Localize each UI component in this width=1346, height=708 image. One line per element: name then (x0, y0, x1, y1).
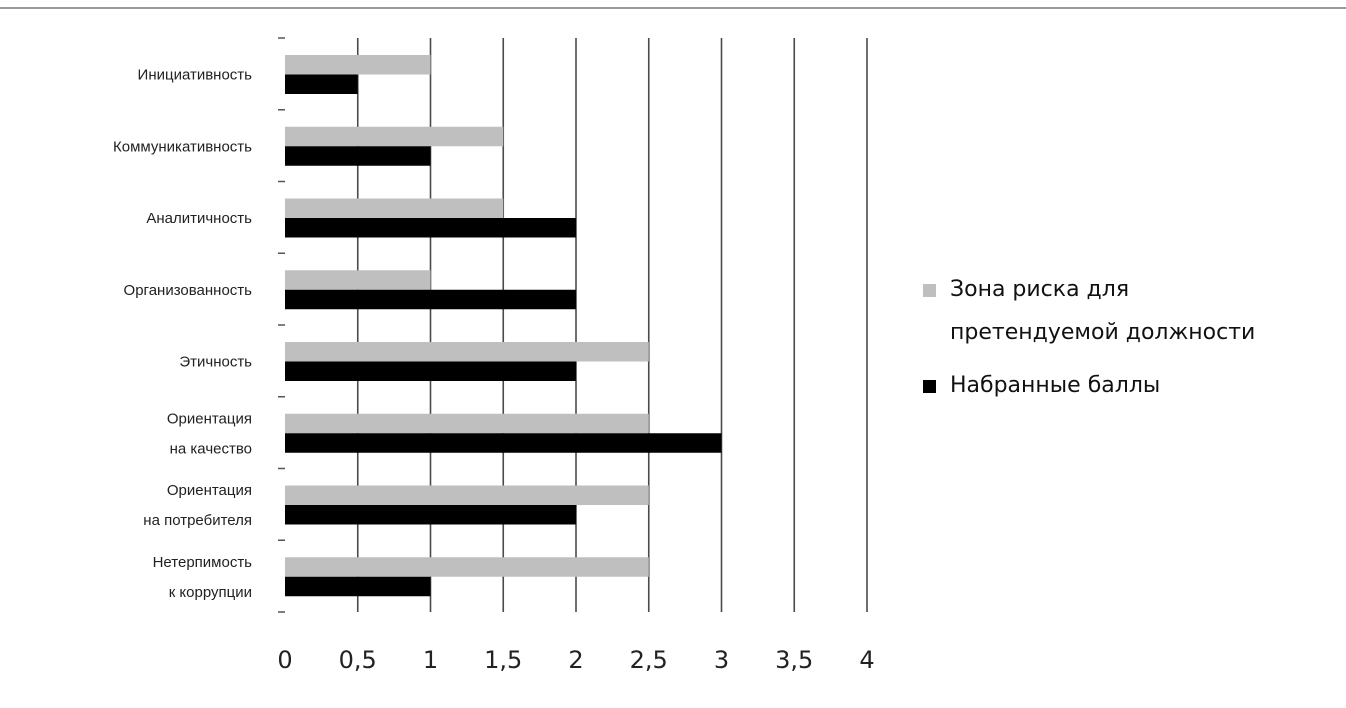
category-label-1: Коммуникативность (113, 138, 252, 155)
category-label-3: Организованность (124, 282, 253, 299)
x-tick-label-2: 1 (423, 646, 438, 674)
bar-risk-zone-7 (285, 557, 649, 577)
x-axis-tick-labels: 0 0,5 1 1,5 2 2,5 3 3,5 4 (277, 646, 874, 674)
bar-risk-zone-6 (285, 485, 649, 505)
x-tick-label-3: 1,5 (484, 646, 522, 674)
legend-swatch-0 (923, 284, 936, 297)
bar-score-4 (285, 361, 576, 381)
category-label-6-line-0: Ориентация (167, 482, 252, 499)
bar-risk-zone-3 (285, 270, 431, 290)
bars (285, 55, 722, 597)
bar-score-6 (285, 505, 576, 525)
legend-label-0-line-1: претендуемой должности (950, 320, 1255, 345)
category-labels: Инициативность Коммуникативность Аналитичн… (113, 67, 252, 601)
category-label-7-line-0: Нетерпимость (153, 554, 253, 571)
legend-swatch-1 (923, 380, 936, 393)
bar-score-0 (285, 74, 358, 94)
category-label-5-line-1: на качество (170, 440, 252, 457)
bar-score-1 (285, 146, 431, 166)
legend: Зона риска для претендуемой должности Набр… (923, 277, 1255, 398)
bar-score-7 (285, 576, 431, 597)
bar-score-5 (285, 433, 722, 453)
gridlines (356, 38, 868, 612)
category-label-7-line-1: к коррупции (169, 584, 252, 601)
category-label-4: Этичность (179, 354, 252, 371)
bar-score-3 (285, 289, 576, 310)
x-tick-label-1: 0,5 (339, 646, 377, 674)
bar-risk-zone-0 (285, 55, 431, 75)
category-label-0: Инициативность (138, 67, 253, 84)
x-tick-label-0: 0 (277, 646, 292, 674)
category-axis (278, 37, 285, 613)
x-tick-label-7: 3,5 (775, 646, 813, 674)
bar-risk-zone-4 (285, 342, 649, 362)
x-tick-label-6: 3 (714, 646, 729, 674)
x-tick-label-5: 2,5 (630, 646, 668, 674)
x-tick-label-4: 2 (568, 646, 583, 674)
bar-risk-zone-1 (285, 126, 504, 147)
category-label-5-line-0: Ориентация (167, 410, 252, 427)
bar-risk-zone-2 (285, 198, 504, 218)
category-label-2: Аналитичность (146, 210, 252, 227)
legend-label-1: Набранные баллы (950, 373, 1160, 398)
bar-score-2 (285, 218, 576, 238)
x-tick-label-8: 4 (859, 646, 874, 674)
bar-risk-zone-5 (285, 413, 649, 434)
legend-label-0-line-0: Зона риска для (950, 277, 1129, 302)
category-label-6-line-1: на потребителя (143, 512, 252, 529)
